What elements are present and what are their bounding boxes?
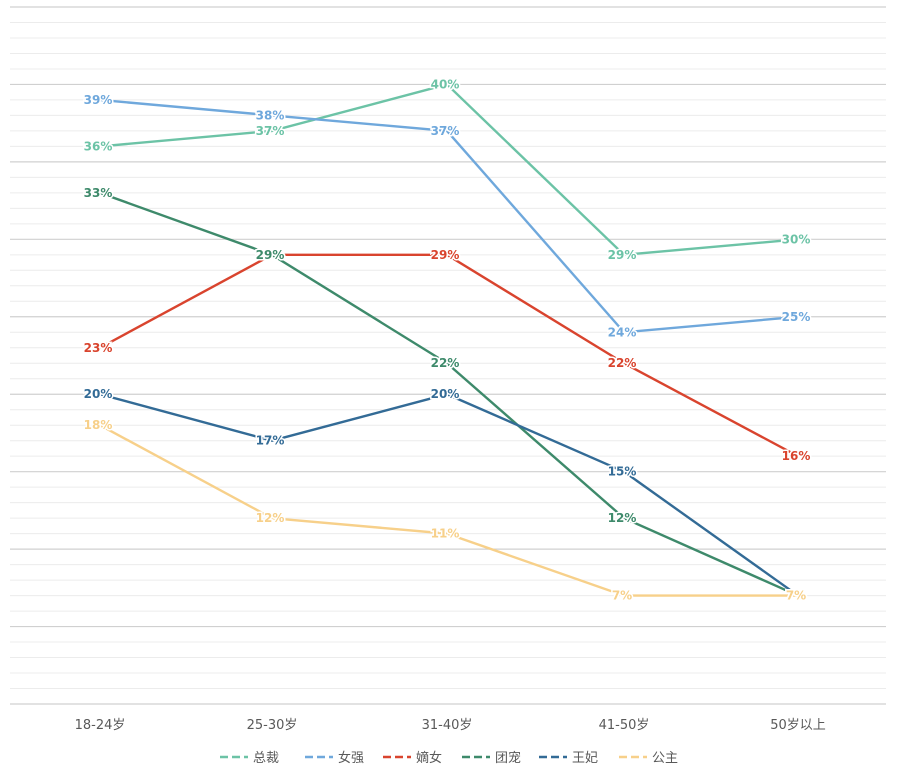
- legend-item: 王妃: [539, 751, 598, 766]
- legend-label: 公主: [652, 751, 678, 766]
- legend-item: 团宠: [462, 750, 521, 766]
- data-label: 39%: [84, 93, 113, 107]
- series-line-1: [99, 98, 799, 334]
- legend-label: 女强: [338, 750, 364, 766]
- legend: 总裁 女强 嫡女 团宠 王妃 公主: [220, 750, 678, 766]
- data-label: 15%: [608, 465, 637, 479]
- data-label: 38%: [256, 108, 285, 122]
- data-label: 12%: [256, 511, 285, 525]
- data-label: 20%: [84, 387, 113, 401]
- data-labels: 36% 37% 40% 29% 30% 39% 38% 37% 24% 25% 23% 29% 29% 2…: [82, 76, 812, 604]
- data-label: 7%: [786, 589, 806, 603]
- legend-item: 嫡女: [383, 750, 442, 766]
- series-line-5: [99, 424, 798, 597]
- legend-label: 王妃: [572, 751, 598, 766]
- data-label: 29%: [431, 248, 460, 262]
- data-label: 30%: [782, 232, 811, 246]
- legend-item: 公主: [619, 751, 678, 766]
- x-axis-tick-labels: 18-24岁 25-30岁 31-40岁 41-50岁 50岁以上: [75, 718, 826, 733]
- data-label: 29%: [256, 248, 285, 262]
- series-lines: [99, 83, 799, 597]
- legend-label: 总裁: [253, 750, 279, 766]
- series-line-3: [99, 191, 799, 597]
- data-label: 37%: [431, 124, 460, 138]
- x-tick-label: 31-40岁: [422, 718, 473, 733]
- data-label: 7%: [786, 589, 806, 603]
- series-line-4: [99, 393, 799, 597]
- legend-item: 总裁: [220, 750, 279, 766]
- data-label: 40%: [431, 77, 460, 91]
- legend-item: 女强: [305, 750, 364, 766]
- data-label: 22%: [431, 356, 460, 370]
- data-label: 24%: [608, 325, 637, 339]
- data-label: 25%: [782, 310, 811, 324]
- legend-label: 团宠: [495, 750, 521, 766]
- x-tick-label: 50岁以上: [770, 718, 826, 733]
- x-tick-label: 18-24岁: [75, 718, 126, 733]
- data-label: 12%: [608, 511, 637, 525]
- data-label: 20%: [431, 387, 460, 401]
- x-tick-label: 41-50岁: [599, 718, 650, 733]
- x-tick-label: 25-30岁: [247, 718, 298, 733]
- gridlines: [10, 6, 886, 705]
- data-label: 29%: [256, 248, 285, 262]
- data-label: 33%: [84, 186, 113, 200]
- data-label: 17%: [256, 434, 285, 448]
- data-label: 18%: [84, 418, 113, 432]
- series-line-0: [99, 83, 799, 257]
- data-label: 36%: [84, 139, 113, 153]
- data-label: 7%: [786, 589, 806, 603]
- data-label: 7%: [612, 589, 632, 603]
- data-label: 23%: [84, 341, 113, 355]
- data-label: 16%: [782, 449, 811, 463]
- data-label: 22%: [608, 356, 637, 370]
- data-label: 29%: [608, 248, 637, 262]
- data-label: 37%: [256, 124, 285, 138]
- series-line-2: [99, 253, 799, 458]
- data-label: 11%: [431, 527, 460, 541]
- legend-label: 嫡女: [416, 750, 442, 766]
